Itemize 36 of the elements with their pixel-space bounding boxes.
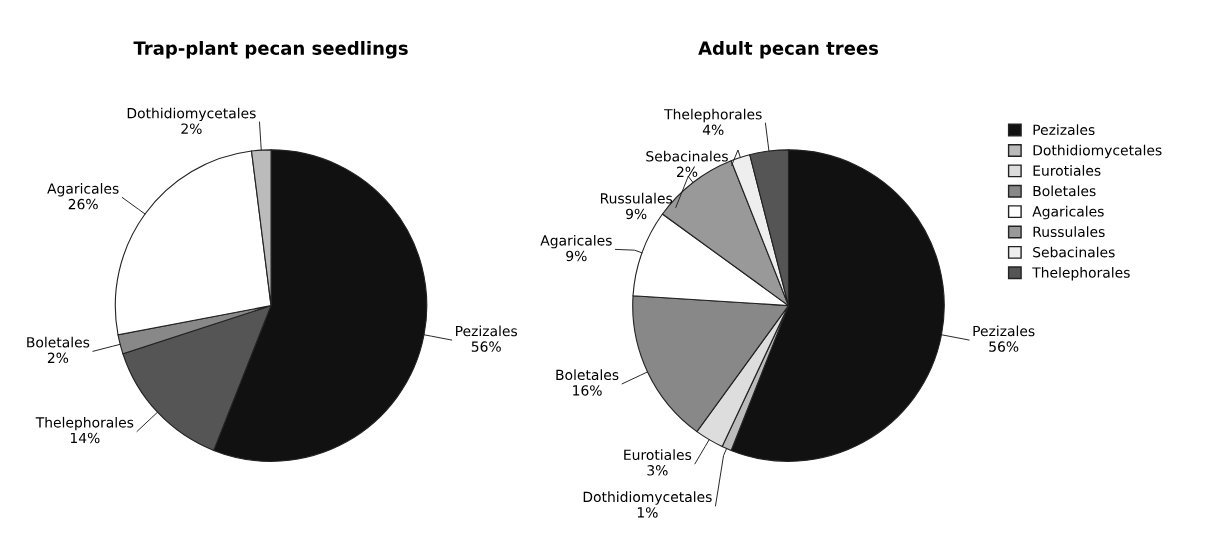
data-label: 2%	[677, 166, 698, 178]
slice-label: Thelephorales	[35, 416, 134, 431]
data-label: 4%	[702, 124, 724, 136]
slice-label: Pezizales	[973, 325, 1035, 337]
legend-label: Dothidiomycetales	[1033, 144, 1162, 159]
data-label: 56%	[471, 341, 501, 352]
data-label: 9%	[566, 250, 587, 262]
slice-label: Sebacinales	[646, 150, 728, 162]
legend-label: Sebacinales	[1033, 246, 1115, 258]
legend-label: Pezizales	[1033, 124, 1095, 136]
slice-label: Boletales	[556, 369, 619, 381]
legend-label: Russulales	[1033, 226, 1105, 237]
data-label: 2%	[181, 123, 202, 134]
chart-title: Trap-plant pecan seedlings	[133, 40, 408, 59]
legend-label: Boletales	[1033, 185, 1096, 197]
slice-label: Eurotiales	[624, 449, 692, 461]
data-label: 9%	[626, 208, 647, 220]
legend-label: Thelephorales	[1032, 267, 1130, 281]
data-label: 1%	[637, 507, 658, 518]
slice-label: Agaricales	[540, 234, 612, 249]
slice-label: Boletales	[27, 336, 90, 348]
data-label: 3%	[647, 465, 668, 476]
slice-label: Dothidiomycetales	[127, 107, 256, 122]
data-label: 2%	[47, 352, 69, 364]
legend-label: Agaricales	[1032, 205, 1104, 220]
data-label: 26%	[68, 198, 98, 210]
legend-label: Eurotiales	[1033, 165, 1101, 176]
data-label: 56%	[989, 341, 1019, 352]
slice-label: Thelephorales	[664, 108, 762, 123]
data-label: 14%	[70, 432, 100, 444]
slice-label: Agaricales	[47, 183, 119, 197]
data-label: 16%	[573, 385, 602, 396]
slice-label: Pezizales	[456, 325, 518, 337]
slice-label: Russulales	[600, 192, 673, 204]
chart-title: Adult pecan trees	[698, 40, 879, 59]
slice-label: Dothidiomycetales	[583, 491, 712, 505]
